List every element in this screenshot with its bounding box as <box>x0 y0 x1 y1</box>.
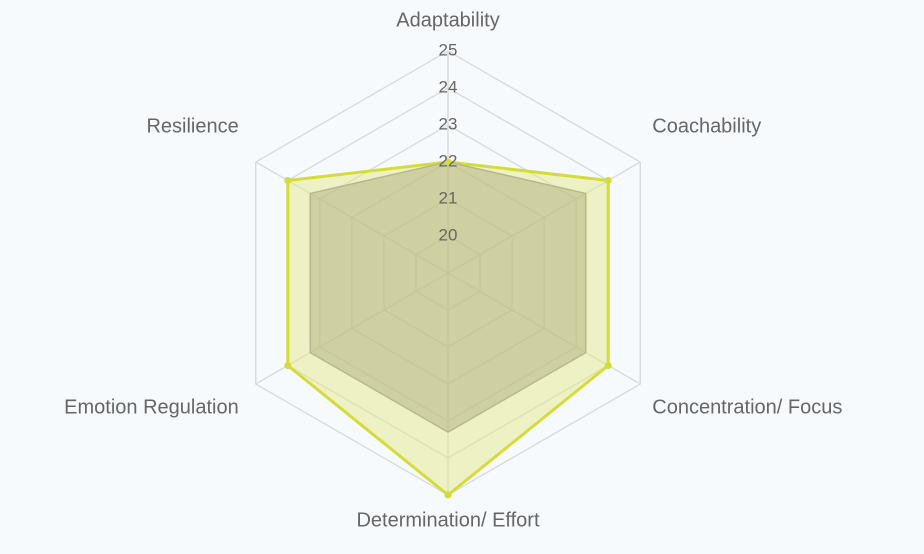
series-layer <box>284 158 612 499</box>
axis-label-determination-effort: Determination/ Effort <box>356 509 539 531</box>
axis-label-resilience: Resilience <box>146 115 238 137</box>
tick-labels: 20 21 22 23 24 25 <box>439 40 458 244</box>
series-area-2 <box>309 161 587 433</box>
data-point-determination-effort[interactable] <box>444 491 452 499</box>
axis-label-coachability: Coachability <box>652 115 761 137</box>
axis-label-emotion-regulation: Emotion Regulation <box>64 396 239 418</box>
tick-label-22: 22 <box>439 151 458 170</box>
axis-label-concentration-focus: Concentration/ Focus <box>652 396 842 418</box>
tick-label-25: 25 <box>439 40 458 59</box>
axis-labels: Adaptability Coachability Concentration/ F… <box>64 9 842 531</box>
tick-label-20: 20 <box>439 225 458 244</box>
data-point-adaptability[interactable] <box>444 158 452 166</box>
data-point-coachability[interactable] <box>604 177 612 184</box>
axis-label-adaptability: Adaptability <box>396 9 499 31</box>
data-point-resilience[interactable] <box>284 177 292 184</box>
tick-label-23: 23 <box>439 114 458 133</box>
tick-label-24: 24 <box>439 77 458 96</box>
data-point-emotion-regulation[interactable] <box>284 362 292 369</box>
tick-label-21: 21 <box>439 188 458 207</box>
data-point-concentration-focus[interactable] <box>604 362 612 369</box>
